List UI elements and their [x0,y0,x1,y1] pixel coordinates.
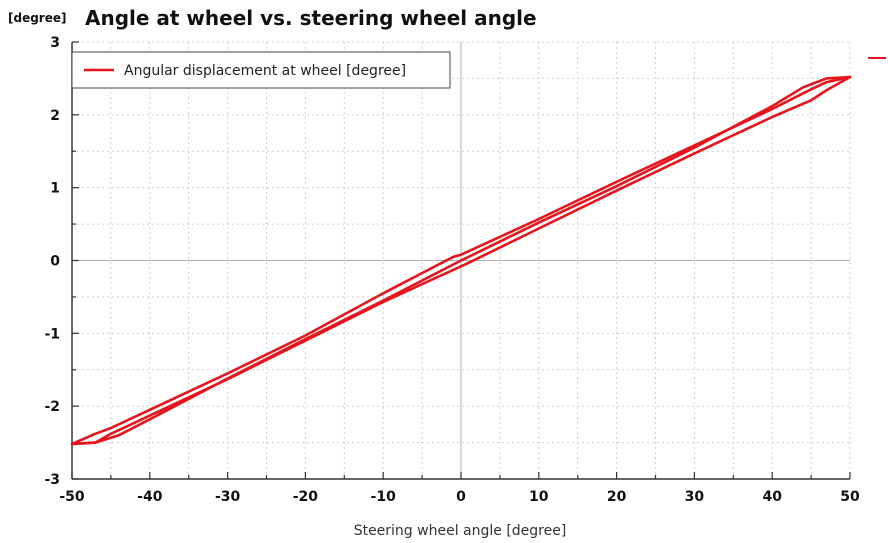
series-line [70,75,852,446]
x-tick-label: -50 [59,489,85,505]
x-tick-label: 0 [456,489,466,505]
legend-box [71,51,451,89]
legend-series-label: Angular displacement at wheel [degree] [124,63,406,79]
x-tick-label: 50 [840,489,860,505]
axes-layer [71,41,851,480]
y-tick-label: 3 [50,35,60,51]
y-tick-label: -1 [44,326,60,342]
y-axis-unit-label: [degree] [8,11,66,25]
x-tick-label: 20 [607,489,627,505]
y-tick-label: 0 [50,254,60,270]
x-tick-label: 40 [762,489,782,505]
x-tick-label: -10 [371,489,397,505]
x-axis-label: Steering wheel angle [degree] [354,523,567,539]
series-line [70,75,852,446]
x-tick-label: -40 [137,489,163,505]
y-tick-label: -3 [44,472,60,488]
x-tick-label: 30 [685,489,705,505]
x-tick-label: -20 [293,489,319,505]
chart-title: Angle at wheel vs. steering wheel angle [85,6,537,30]
x-tick-label: 10 [529,489,549,505]
series-line [70,75,852,446]
y-tick-label: 1 [50,181,60,197]
x-tick-label: -30 [215,489,241,505]
y-tick-label: 2 [50,108,60,124]
series-layer [70,75,852,446]
y-tick-label: -2 [44,399,60,415]
legend: Angular displacement at wheel [degree] [71,51,451,89]
